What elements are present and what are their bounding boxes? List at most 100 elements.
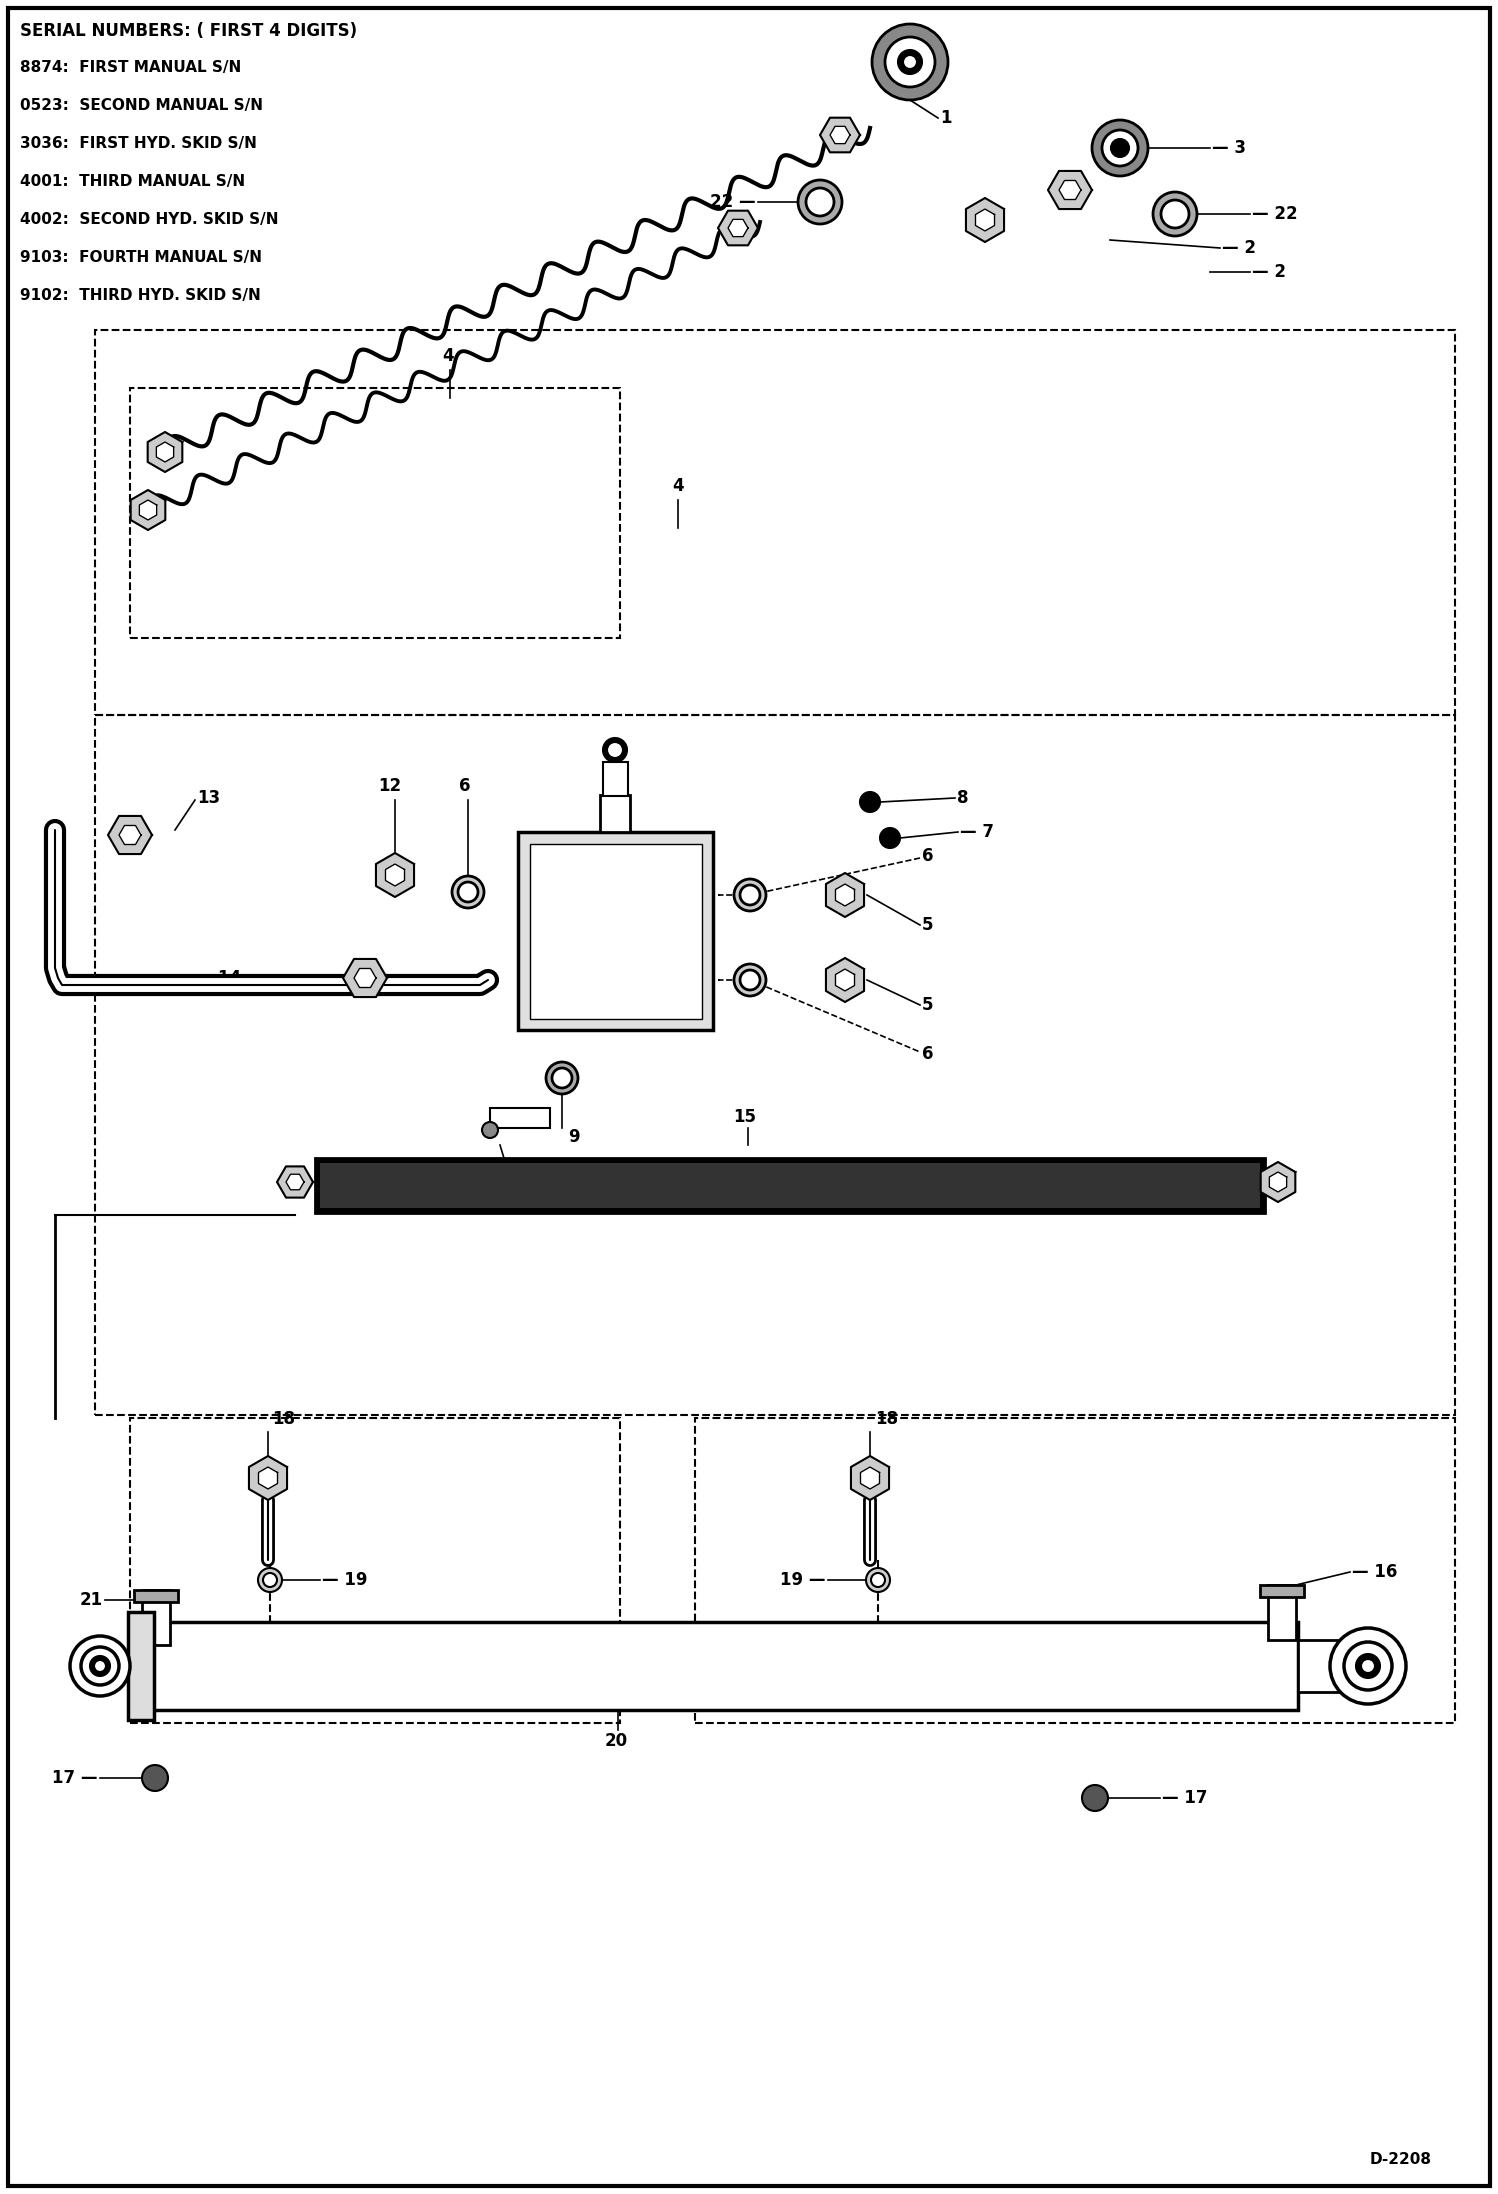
- Polygon shape: [728, 219, 748, 237]
- Text: 4002:  SECOND HYD. SKID S/N: 4002: SECOND HYD. SKID S/N: [19, 213, 279, 226]
- Polygon shape: [830, 127, 849, 143]
- Bar: [490, 1108, 550, 1128]
- Circle shape: [798, 180, 842, 224]
- Polygon shape: [860, 1468, 879, 1490]
- Circle shape: [604, 737, 628, 761]
- Text: 13: 13: [198, 790, 220, 807]
- Circle shape: [452, 875, 484, 908]
- Bar: [1297, 1639, 1350, 1692]
- Bar: [315, 1158, 1264, 1213]
- Bar: [130, 388, 620, 638]
- Text: — 22: — 22: [1252, 204, 1297, 224]
- Text: 5: 5: [921, 996, 933, 1014]
- Circle shape: [897, 50, 921, 75]
- Text: — 3: — 3: [1212, 138, 1246, 158]
- Text: 4: 4: [442, 347, 454, 364]
- Circle shape: [264, 1573, 277, 1586]
- Circle shape: [482, 1121, 497, 1139]
- Bar: [518, 832, 713, 1029]
- Bar: [142, 1591, 169, 1646]
- Bar: [601, 794, 631, 832]
- Text: 0523:  SECOND MANUAL S/N: 0523: SECOND MANUAL S/N: [19, 99, 264, 114]
- Bar: [94, 715, 1455, 1415]
- Text: 4001:  THIRD MANUAL S/N: 4001: THIRD MANUAL S/N: [19, 173, 246, 189]
- Text: — 16: — 16: [1353, 1562, 1398, 1582]
- Polygon shape: [819, 118, 860, 151]
- Bar: [127, 1613, 154, 1720]
- Text: 18: 18: [273, 1411, 295, 1428]
- Circle shape: [142, 1764, 168, 1790]
- Bar: [530, 845, 703, 1018]
- Circle shape: [545, 1062, 578, 1095]
- Polygon shape: [975, 208, 995, 230]
- Text: 8874:  FIRST MANUAL S/N: 8874: FIRST MANUAL S/N: [19, 59, 241, 75]
- Polygon shape: [836, 970, 854, 992]
- Polygon shape: [148, 432, 183, 472]
- Circle shape: [90, 1656, 109, 1676]
- Text: 9102:  THIRD HYD. SKID S/N: 9102: THIRD HYD. SKID S/N: [19, 287, 261, 303]
- Circle shape: [1161, 200, 1189, 228]
- Circle shape: [903, 55, 917, 68]
- Text: 9: 9: [568, 1128, 580, 1145]
- Text: 4: 4: [673, 476, 683, 496]
- Circle shape: [740, 970, 759, 989]
- Polygon shape: [1059, 180, 1082, 200]
- Circle shape: [740, 884, 759, 904]
- Text: 11: 11: [670, 1011, 694, 1029]
- Circle shape: [806, 189, 834, 215]
- Circle shape: [1356, 1654, 1380, 1678]
- Circle shape: [879, 827, 900, 849]
- Text: — 2: — 2: [1252, 263, 1285, 281]
- Text: 12: 12: [379, 777, 401, 794]
- Circle shape: [734, 880, 765, 911]
- Polygon shape: [259, 1468, 277, 1490]
- Bar: [133, 1591, 178, 1602]
- Circle shape: [1092, 121, 1147, 176]
- Text: 17 —: 17 —: [52, 1768, 97, 1786]
- Circle shape: [70, 1637, 130, 1696]
- Text: — 7: — 7: [960, 823, 995, 840]
- Polygon shape: [376, 853, 413, 897]
- Polygon shape: [836, 884, 854, 906]
- Circle shape: [1153, 193, 1197, 237]
- Polygon shape: [286, 1174, 304, 1189]
- Circle shape: [94, 1661, 106, 1672]
- Text: 20: 20: [604, 1731, 628, 1751]
- Text: 9103:  FOURTH MANUAL S/N: 9103: FOURTH MANUAL S/N: [19, 250, 262, 265]
- Circle shape: [458, 882, 478, 902]
- Text: 15: 15: [734, 1108, 756, 1126]
- Text: 10: 10: [473, 1185, 496, 1202]
- Text: Dynaset: Dynaset: [493, 1115, 527, 1126]
- Bar: [321, 1163, 1260, 1209]
- Polygon shape: [1269, 1172, 1287, 1191]
- Circle shape: [872, 24, 948, 101]
- Polygon shape: [130, 489, 165, 531]
- Text: 19 —: 19 —: [780, 1571, 825, 1588]
- Polygon shape: [825, 959, 864, 1003]
- Text: 3036:  FIRST HYD. SKID S/N: 3036: FIRST HYD. SKID S/N: [19, 136, 256, 151]
- Bar: [1267, 1584, 1296, 1639]
- Bar: [1260, 1584, 1303, 1597]
- Polygon shape: [156, 441, 174, 463]
- Bar: [604, 761, 628, 796]
- Circle shape: [258, 1569, 282, 1593]
- Polygon shape: [1049, 171, 1092, 208]
- Circle shape: [1103, 129, 1138, 167]
- Text: 8: 8: [957, 790, 969, 807]
- Polygon shape: [343, 959, 386, 996]
- Circle shape: [866, 1569, 890, 1593]
- Polygon shape: [249, 1457, 288, 1501]
- Polygon shape: [277, 1167, 313, 1198]
- Polygon shape: [118, 825, 141, 845]
- Bar: [94, 329, 1455, 715]
- Circle shape: [870, 1573, 885, 1586]
- Text: SERIAL NUMBERS: ( FIRST 4 DIGITS): SERIAL NUMBERS: ( FIRST 4 DIGITS): [19, 22, 357, 39]
- Bar: [150, 1621, 1297, 1709]
- Circle shape: [885, 37, 935, 88]
- Polygon shape: [108, 816, 151, 853]
- Circle shape: [1330, 1628, 1407, 1705]
- Circle shape: [1082, 1786, 1109, 1810]
- Text: 6: 6: [460, 777, 470, 794]
- Text: 1: 1: [941, 110, 951, 127]
- Text: 22 —: 22 —: [710, 193, 756, 211]
